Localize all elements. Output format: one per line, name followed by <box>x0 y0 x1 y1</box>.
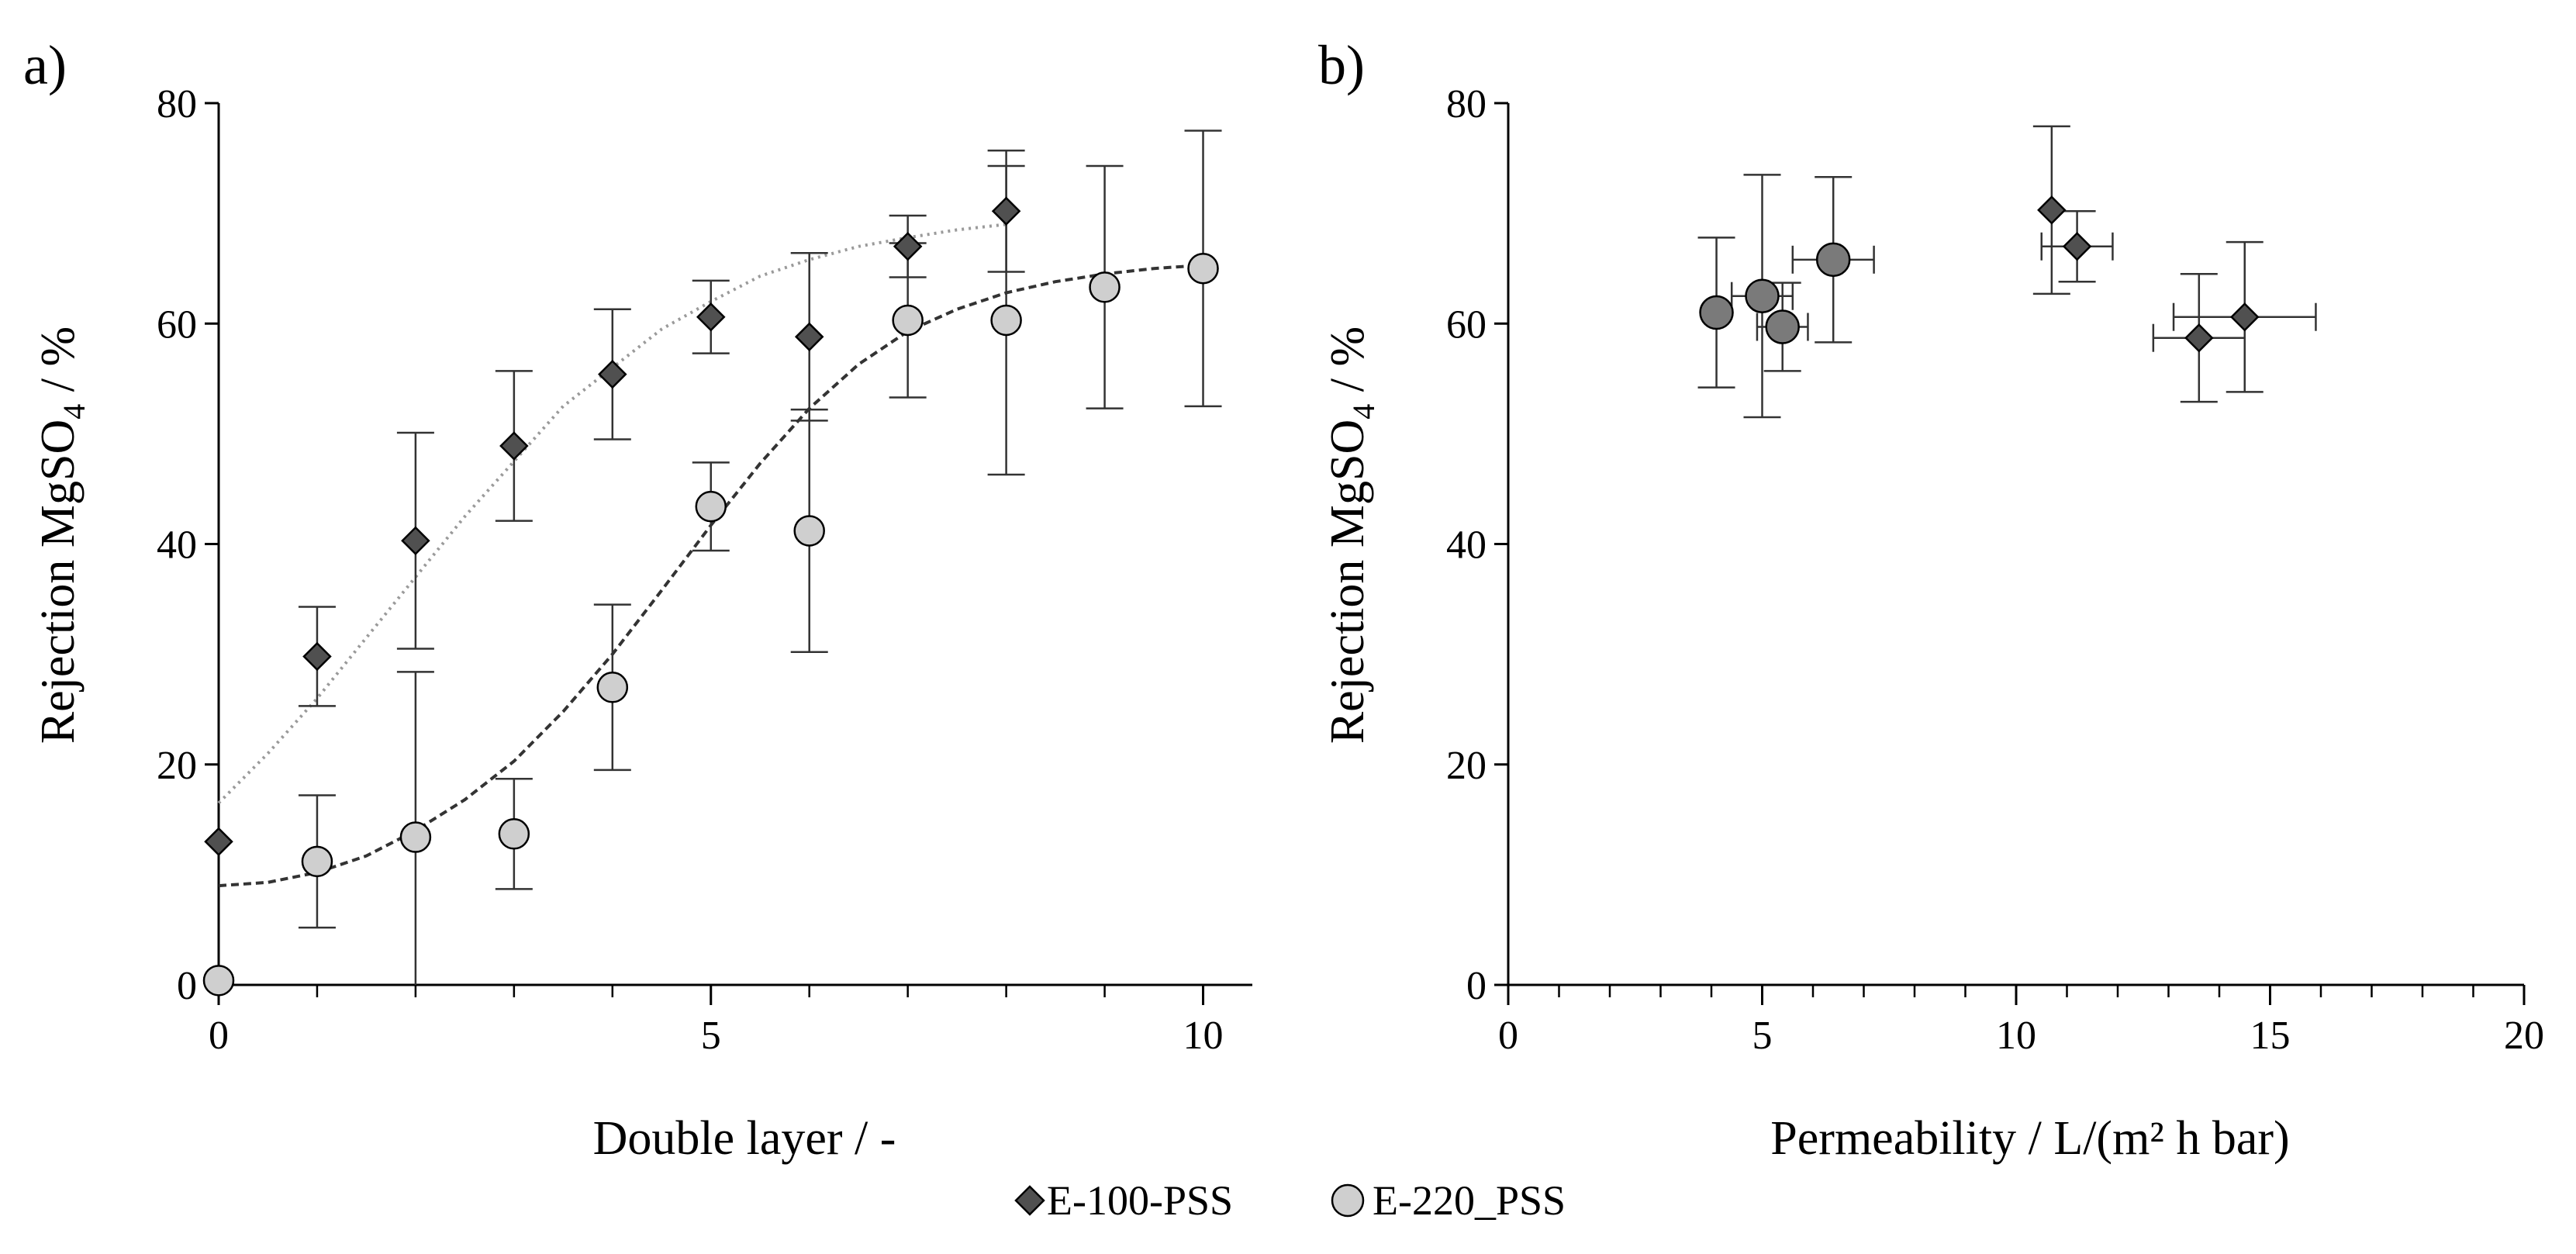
panel-a-point-circle <box>596 672 629 703</box>
panel-b-point-diamond <box>2184 323 2214 353</box>
panel-b-point-circle <box>1815 242 1851 278</box>
panel-b-y-tick-label: 60 <box>1446 302 1487 347</box>
panel-b-point-diamond <box>2062 231 2092 261</box>
panel-b-y-tick-label: 80 <box>1446 82 1487 126</box>
panel-a-y-tick-label: 80 <box>157 82 197 126</box>
panel-a-x-tick-label: 0 <box>209 1014 229 1058</box>
panel-a-point-diamond <box>499 431 529 461</box>
panel-a-point-circle <box>695 490 727 523</box>
panel-b-point-circle <box>1745 278 1780 313</box>
panel-a-point-diamond <box>302 641 332 672</box>
panel-b-chart: b) Rejection MgSO4 / % Permeability / L/… <box>1318 34 2544 1165</box>
panel-a-point-diamond <box>893 231 923 261</box>
panel-a-point-diamond <box>401 526 430 556</box>
panel-a-point-circle <box>399 821 432 853</box>
panel-a-y-axis-title: Rejection MgSO4 / % <box>32 326 92 744</box>
panel-b-y-tick-label: 0 <box>1466 964 1487 1008</box>
panel-b-x-tick-label: 20 <box>2504 1014 2544 1058</box>
panel-a-point-circle <box>1187 252 1219 285</box>
panel-b-label: b) <box>1318 34 1365 96</box>
panel-b-y-axis-title: Rejection MgSO4 / % <box>1321 326 1381 744</box>
panel-a-x-tick-label: 10 <box>1183 1014 1224 1058</box>
panel-b-x-tick-label: 10 <box>1996 1014 2036 1058</box>
panel-a-point-circle <box>1089 271 1121 303</box>
panel-a-point-circle <box>498 818 530 850</box>
panel-a-point-diamond <box>598 359 627 389</box>
panel-a-y-tick-label: 20 <box>157 744 197 788</box>
panel-b-point-diamond <box>2229 302 2260 332</box>
panel-b-y-tick-label: 40 <box>1446 523 1487 568</box>
panel-a-point-diamond <box>991 196 1021 226</box>
panel-a-x-tick-label: 5 <box>701 1014 721 1058</box>
legend-diamond-marker <box>1014 1185 1045 1216</box>
panel-a-point-circle <box>990 304 1022 337</box>
panel-b-point-circle <box>1699 295 1734 330</box>
legend: E-100-PSS E-220_PSS <box>1014 1177 1566 1224</box>
panel-a-point-diamond <box>794 322 824 352</box>
panel-a-point-circle <box>301 845 333 878</box>
panel-a-y-tick-label: 0 <box>177 964 197 1008</box>
panel-a-point-diamond <box>204 827 233 857</box>
panel-a-point-diamond <box>696 302 726 332</box>
panel-a-y-tick-label: 40 <box>157 523 197 568</box>
panel-b-x-tick-label: 0 <box>1498 1014 1518 1058</box>
panel-a-chart: a) Rejection MgSO4 / % Double layer / - … <box>23 34 1252 1165</box>
panel-a-point-circle <box>793 515 825 547</box>
panel-b-y-tick-label: 20 <box>1446 744 1487 788</box>
panel-b-x-tick-label: 5 <box>1752 1014 1773 1058</box>
panel-a-point-circle <box>202 965 235 997</box>
panel-b-x-tick-label: 15 <box>2250 1014 2291 1058</box>
legend-label-e220: E-220_PSS <box>1373 1177 1566 1224</box>
panel-a-label: a) <box>23 34 67 96</box>
panel-b-point-diamond <box>2037 195 2067 225</box>
panel-a-point-circle <box>892 304 924 337</box>
legend-circle-marker <box>1331 1183 1365 1218</box>
panel-a-x-axis-title: Double layer / - <box>593 1112 896 1165</box>
panel-b-point-circle <box>1765 309 1800 344</box>
legend-label-e100: E-100-PSS <box>1047 1177 1233 1224</box>
panel-b-x-axis-title: Permeability / L/(m² h bar) <box>1770 1112 2289 1165</box>
panel-a-y-tick-label: 60 <box>157 302 197 347</box>
